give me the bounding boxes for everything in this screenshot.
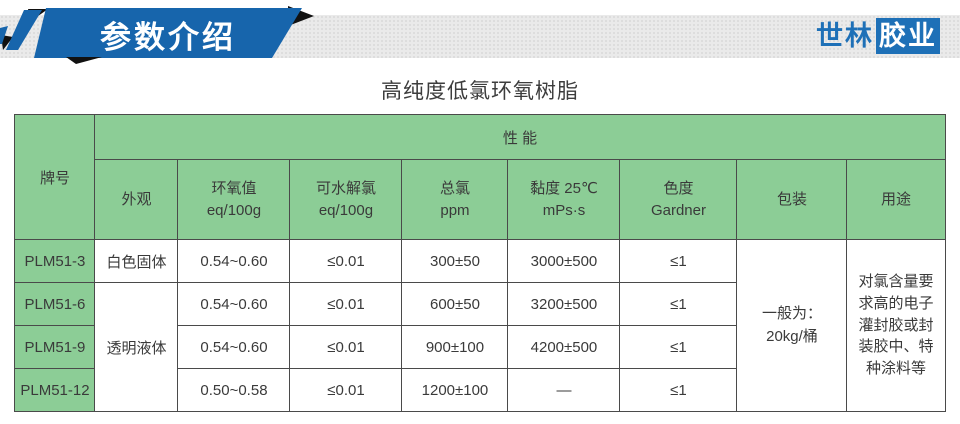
col-header-line1: 总氯 [439,179,470,197]
gardner-cell: ≤1 [619,368,738,412]
col-header-line1: 包装 [776,190,807,208]
col-header-color-gardner: 色度 Gardner [619,159,738,240]
gardner-cell: ≤1 [619,239,738,283]
col-header-line2: eq/100g [206,201,262,219]
corner-header-model: 牌号 [14,114,96,240]
total-chlorine-cell: 900±100 [401,325,509,369]
col-header-appearance: 外观 [94,159,179,240]
logo-text-boxed: 胶业 [876,18,940,54]
gardner-cell: ≤1 [619,325,738,369]
hydrolyzable-chlorine-cell: ≤0.01 [289,282,403,326]
appearance-cell: 白色固体 [94,239,179,283]
hydrolyzable-chlorine-cell: ≤0.01 [289,325,403,369]
total-chlorine-cell: 300±50 [401,239,509,283]
table-row: PLM51-12 0.50~0.58 ≤0.01 1200±100 — ≤1 [14,368,945,412]
col-header-epoxy-value: 环氧值 eq/100g [177,159,291,240]
packaging-line2: 20kg/桶 [766,327,818,345]
epoxy-value-cell: 0.50~0.58 [177,368,291,412]
epoxy-value-cell: 0.54~0.60 [177,282,291,326]
col-header-total-chlorine: 总氯 ppm [401,159,509,240]
viscosity-cell: 3000±500 [507,239,621,283]
col-header-line2: Gardner [650,201,706,219]
table-row: PLM51-9 0.54~0.60 ≤0.01 900±100 4200±500… [14,325,945,369]
viscosity-cell: 4200±500 [507,325,621,369]
banner-title: 参数介绍 [100,20,236,55]
accent-strip-edge [0,26,8,44]
model-cell: PLM51-6 [14,282,96,326]
appearance-cell: 透明液体 [94,282,179,412]
company-logo: 世林 胶业 [816,18,940,54]
col-header-line1: 色度 [663,179,694,197]
fold-triangle-strip-bottom-icon [1,35,13,50]
model-cell: PLM51-9 [14,325,96,369]
model-cell: PLM51-12 [14,368,96,412]
accent-strip [6,10,42,50]
hydrolyzable-chlorine-cell: ≤0.01 [289,368,403,412]
epoxy-value-cell: 0.54~0.60 [177,325,291,369]
banner-ribbon [34,8,302,58]
col-header-line1: 黏度 25℃ [530,179,598,197]
group-header-performance: 性 能 [94,114,946,160]
logo-text-blue: 世林 [816,21,874,51]
col-header-line1: 环氧值 [211,179,257,197]
epoxy-value-cell: 0.54~0.60 [177,239,291,283]
col-header-line2: eq/100g [318,201,374,219]
total-chlorine-cell: 1200±100 [401,368,509,412]
col-header-packaging: 包装 [736,159,848,240]
col-header-usage: 用途 [846,159,946,240]
usage-cell: 对氯含量要求高的电子灌封胶或封装胶中、特种涂料等 [846,239,946,412]
col-header-line1: 用途 [880,190,911,208]
model-cell: PLM51-3 [14,239,96,283]
packaging-line1: 一般为： [761,305,822,322]
gardner-cell: ≤1 [619,282,738,326]
packaging-cell: 一般为： 20kg/桶 [736,239,848,412]
hydrolyzable-chlorine-cell: ≤0.01 [289,239,403,283]
viscosity-cell: — [507,368,621,412]
col-header-line2: mPs·s [542,201,586,219]
viscosity-cell: 3200±500 [507,282,621,326]
fold-triangle-bottom-left-icon [66,57,102,64]
col-header-line1: 可水解氯 [315,179,376,197]
col-header-hydrolyzable-chlorine: 可水解氯 eq/100g [289,159,403,240]
col-header-viscosity: 黏度 25℃ mPs·s [507,159,621,240]
page-title: 高纯度低氯环氧树脂 [381,80,579,103]
table-row: PLM51-3 白色固体 0.54~0.60 ≤0.01 300±50 3000… [14,239,946,412]
col-header-line2: ppm [440,201,470,219]
col-header-line1: 外观 [121,190,152,208]
table-row: PLM51-6 透明液体 0.54~0.60 ≤0.01 600±50 3200… [14,282,945,412]
page-header: 参数介绍 世林 胶业 [0,0,960,65]
header-decoration [0,6,314,64]
total-chlorine-cell: 600±50 [401,282,509,326]
spec-table: 牌号 性 能 外观 环氧值 eq/100g 可水解氯 eq/100g 总氯 ppm 黏… [14,114,946,412]
